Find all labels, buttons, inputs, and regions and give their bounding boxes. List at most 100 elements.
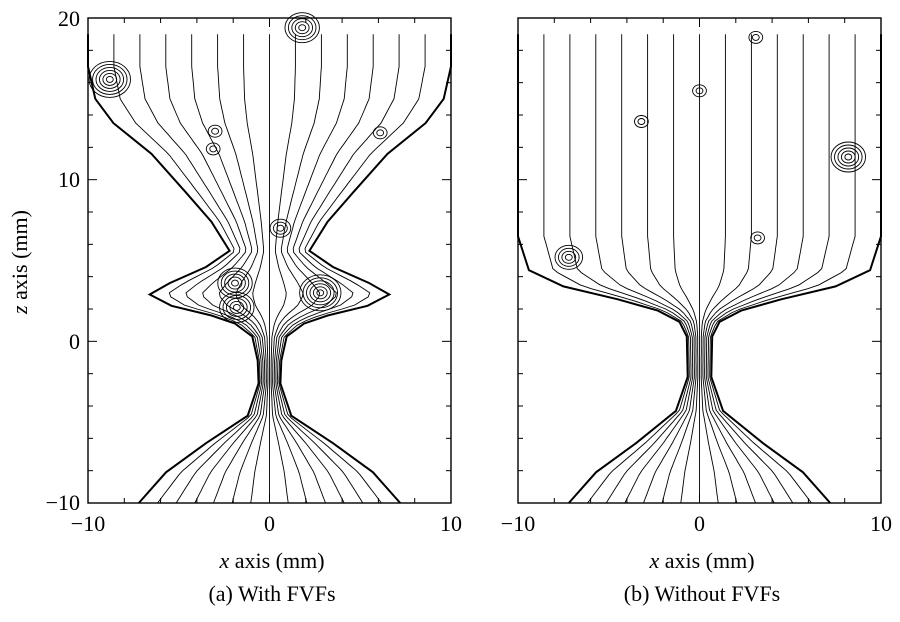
vortex-contour	[692, 84, 707, 98]
streamline	[275, 34, 374, 504]
vortex-contour	[102, 72, 118, 86]
panel-b-ticks	[517, 17, 882, 504]
boundary-wall-right	[710, 34, 882, 504]
vortex-contour	[837, 147, 860, 167]
vortex-contour	[753, 234, 762, 242]
streamline	[272, 34, 322, 504]
streamline	[270, 34, 296, 504]
panel-a-y-axis-label: z axis (mm)	[7, 210, 32, 315]
panel-a-caption: (a) With FVFs	[208, 581, 335, 606]
panel-b-contour-lines	[543, 30, 866, 504]
streamline	[217, 34, 267, 504]
panel-a-ytick-label-0: −10	[46, 490, 80, 515]
streamline	[709, 34, 856, 504]
panel-a-xtick-label-1: 0	[264, 511, 275, 536]
vortex-contour	[105, 75, 114, 83]
vortex-contour	[561, 250, 577, 264]
vortex-contour	[227, 276, 243, 290]
vortex-contour	[88, 60, 131, 98]
panel-a-ytick-label-3: 20	[58, 6, 80, 31]
vortex-contour	[95, 66, 125, 92]
vortex-contour	[232, 303, 241, 311]
panel-a-domain-boundary	[87, 34, 452, 504]
vortex-contour	[312, 286, 328, 300]
vortex-contour	[294, 21, 310, 35]
vortex-contour	[840, 150, 856, 164]
vortex-contour	[637, 118, 646, 125]
panel-a-x-axis-label: x axis (mm)	[218, 548, 324, 573]
vortex-contour	[211, 127, 220, 135]
vortex-contour	[269, 218, 292, 238]
streamline	[707, 34, 830, 504]
panel-a-ticks	[87, 17, 452, 504]
vortex-contour	[564, 253, 573, 261]
boundary-wall-left	[517, 34, 689, 504]
vortex-contour	[225, 297, 248, 317]
vortex-contour	[695, 87, 704, 95]
panel-b-x-axis-label: x axis (mm)	[648, 548, 754, 573]
panel-a-contour-lines	[88, 12, 426, 504]
streamline	[543, 34, 690, 504]
vortex-contour	[92, 63, 128, 95]
vortex-contour	[209, 145, 218, 153]
vortex-contour	[844, 153, 853, 161]
vortex-contour	[751, 33, 760, 41]
vortex-contour	[558, 247, 580, 267]
vortex-contour	[276, 224, 285, 232]
vortex-contour	[207, 124, 223, 138]
vortex-contour	[205, 142, 221, 156]
panel-a-xtick-label-2: 10	[440, 511, 462, 536]
streamline	[139, 34, 263, 504]
vortex-contour	[750, 231, 765, 245]
boundary-wall-right	[279, 34, 452, 504]
vortex-contour	[222, 294, 252, 320]
vortex-contour	[302, 277, 338, 309]
vortex-contour	[298, 24, 307, 32]
panel-a-xtick-label-0: −10	[71, 511, 105, 536]
vortex-contour	[273, 221, 288, 235]
streamline	[273, 34, 348, 504]
vortex-contour	[372, 126, 388, 140]
streamline	[276, 34, 400, 504]
streamline	[700, 34, 726, 504]
panel-b-xtick-label-2: 10	[870, 511, 892, 536]
vortex-contour	[287, 15, 317, 41]
vortex-contour	[284, 12, 320, 44]
vortex-contour	[834, 144, 863, 170]
vortex-contour	[217, 267, 253, 299]
streamline	[647, 34, 697, 504]
streamline	[704, 34, 778, 504]
panel-b-xtick-label-1: 0	[694, 511, 705, 536]
panel-b-xtick-label-0: −10	[501, 511, 535, 536]
streamline	[705, 34, 804, 504]
panel-b: −10 0 10 x axis (mm) (b) Without FVFs	[501, 17, 892, 606]
panel-a-ytick-label-2: 10	[58, 167, 80, 192]
vortex-contour	[376, 129, 385, 137]
boundary-wall-left	[87, 34, 260, 504]
vortex-contour	[231, 279, 239, 287]
vortex-contour	[316, 289, 325, 297]
vortex-contour	[299, 274, 342, 312]
vortex-contour	[554, 244, 584, 270]
vortex-contour	[634, 115, 649, 128]
vortex-contour	[748, 30, 764, 44]
panel-a-ytick-label-1: 0	[69, 329, 80, 354]
panel-a: −10 0 10 −10 0 10 20 x axis (mm) z axis …	[7, 6, 462, 606]
streamline	[595, 34, 694, 504]
streamline	[165, 34, 264, 504]
vortex-contour	[830, 141, 866, 173]
streamline	[243, 34, 269, 504]
streamline	[621, 34, 695, 504]
vortex-contour	[309, 283, 332, 303]
vortex-contour	[229, 300, 245, 314]
panel-b-caption: (b) Without FVFs	[624, 581, 780, 606]
vortex-contour	[219, 291, 255, 323]
streamline	[569, 34, 692, 504]
streamline	[673, 34, 699, 504]
streamline	[702, 34, 752, 504]
vortex-contour	[306, 280, 335, 306]
panel-b-domain-boundary	[517, 34, 882, 504]
streamline	[113, 34, 261, 504]
vortex-contour	[99, 69, 121, 89]
